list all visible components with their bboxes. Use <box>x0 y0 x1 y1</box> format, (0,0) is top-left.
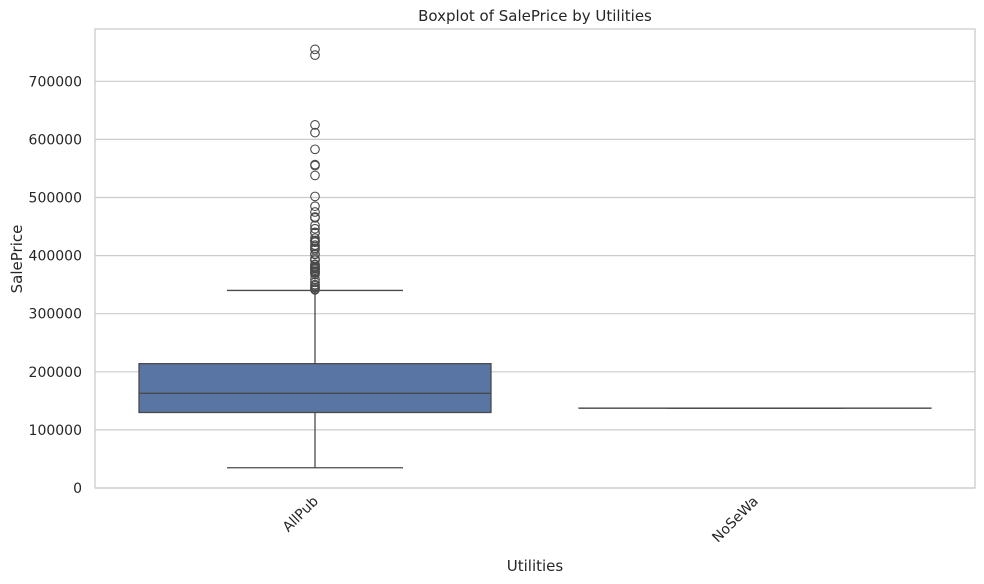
outlier-point <box>310 220 320 231</box>
y-tick-labels: 0 100000 200000 300000 400000 500000 600000 700… <box>29 74 82 497</box>
y-tick-label: 0 <box>73 481 82 497</box>
y-tick-label: 700000 <box>29 74 82 90</box>
outlier-point <box>310 191 320 202</box>
outlier-point <box>310 127 320 138</box>
gridlines <box>95 80 975 489</box>
x-axis-title: Utilities <box>507 557 564 575</box>
outlier-point <box>310 223 320 234</box>
y-tick-label: 200000 <box>29 365 82 381</box>
y-tick-label: 300000 <box>29 307 82 323</box>
outlier-point <box>310 44 320 55</box>
outlier-point <box>310 207 320 217</box>
box-AllPub <box>138 44 492 469</box>
outlier-point <box>310 144 320 155</box>
outlier-point <box>310 50 320 60</box>
x-tick-labels: AllPub NoSeWa <box>280 493 762 545</box>
boxes <box>138 44 932 469</box>
iqr-box <box>138 363 492 414</box>
outlier-point <box>310 120 320 130</box>
chart-title: Boxplot of SalePrice by Utilities <box>418 7 652 25</box>
y-axis-title: SalePrice <box>8 225 26 294</box>
y-tick-label: 100000 <box>29 423 82 439</box>
plot-frame <box>94 28 976 489</box>
outlier-point <box>310 269 320 280</box>
outlier-point <box>310 212 320 223</box>
outlier-point <box>310 160 320 171</box>
y-tick-label: 600000 <box>29 132 82 148</box>
y-tick-label: 500000 <box>29 190 82 206</box>
outlier-point <box>310 237 320 248</box>
x-tick-label: AllPub <box>280 493 322 535</box>
outlier-point <box>310 249 320 260</box>
outlier-point <box>310 201 320 212</box>
outlier-point <box>310 170 320 181</box>
outlier-point <box>310 285 320 295</box>
y-tick-label: 400000 <box>29 249 82 265</box>
outlier-point <box>310 277 320 288</box>
x-tick-label: NoSeWa <box>709 494 761 546</box>
